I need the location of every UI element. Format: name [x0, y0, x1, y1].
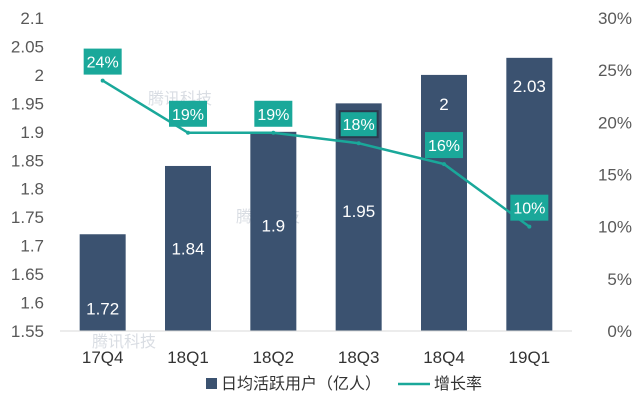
- right-axis-tick-label: 5%: [607, 270, 632, 289]
- bar-data-label: 1.9: [262, 216, 286, 235]
- bar-data-label: 1.84: [171, 239, 204, 258]
- legend: 日均活跃用户（亿人） 增长率: [206, 374, 482, 393]
- left-axis-tick-label: 2.05: [11, 37, 44, 56]
- line-point: [356, 141, 361, 146]
- bar-data-label: 1.72: [86, 300, 119, 319]
- line-point: [271, 130, 276, 135]
- bar: [421, 74, 467, 331]
- left-axis-tick-label: 1.75: [11, 208, 44, 227]
- left-axis-tick-label: 1.85: [11, 151, 44, 170]
- line-data-label: 18%: [343, 117, 375, 134]
- line-data-labels: 24% 19% 19% 18% 16% 10%: [83, 48, 549, 221]
- x-axis: 17Q4 18Q1 18Q2 18Q3 18Q4 19Q1: [60, 330, 572, 367]
- x-axis-tick-label: 18Q3: [338, 348, 380, 367]
- left-axis-tick-label: 2.1: [20, 9, 44, 28]
- line-label-box: [338, 110, 379, 139]
- x-axis-tick-label: 18Q2: [253, 348, 295, 367]
- legend-bar-label: 日均活跃用户（亿人）: [221, 374, 381, 393]
- left-axis-tick-label: 1.6: [20, 294, 44, 313]
- x-axis-tick-label: 18Q1: [167, 348, 209, 367]
- right-axis-tick-label: 0%: [607, 322, 632, 341]
- bar-data-label: 2: [439, 95, 448, 114]
- line-data-label: 10%: [513, 201, 545, 218]
- bar-data-labels: 1.72 1.84 1.9 1.95 2 2.03: [86, 77, 546, 319]
- line-point: [186, 130, 190, 135]
- bar: [250, 131, 297, 331]
- line-data-label: 19%: [172, 107, 204, 124]
- line-point: [442, 162, 446, 167]
- left-axis-tick-label: 1.8: [20, 180, 44, 199]
- line-label-box: [83, 48, 122, 75]
- line-label-box: [425, 132, 463, 159]
- bar-data-label: 2.03: [513, 77, 546, 96]
- right-axis-tick-label: 15%: [598, 166, 632, 185]
- x-axis-tick-label: 17Q4: [82, 348, 124, 367]
- right-axis-tick-label: 10%: [598, 218, 632, 237]
- right-axis-tick-label: 30%: [598, 9, 632, 28]
- bar: [506, 57, 553, 331]
- bar-series: [79, 57, 553, 331]
- line-point: [100, 78, 105, 83]
- line-label-box: [254, 100, 293, 127]
- legend-line-label: 增长率: [434, 374, 482, 393]
- line-point: [527, 224, 532, 229]
- line-data-label: 19%: [257, 107, 289, 124]
- left-y-axis: 2.1 2.05 2 1.95 1.9 1.85 1.8 1.75 1.7 1.65 1.6 1.55: [11, 9, 44, 341]
- left-axis-tick-label: 1.55: [11, 322, 44, 341]
- left-axis-tick-label: 1.9: [20, 123, 44, 142]
- right-y-axis: 30% 25% 20% 15% 10% 5% 0%: [598, 9, 632, 341]
- bar: [79, 234, 126, 331]
- legend-bar-swatch: [206, 378, 217, 389]
- left-axis-tick-label: 1.95: [11, 94, 44, 113]
- bar-data-label: 1.95: [342, 202, 375, 221]
- x-axis-tick-label: 18Q4: [423, 348, 465, 367]
- line-data-label: 24%: [87, 55, 119, 72]
- left-axis-tick-label: 1.7: [20, 237, 44, 256]
- left-axis-tick-label: 2: [35, 66, 44, 85]
- bar: [165, 165, 211, 331]
- line-label-box: [510, 194, 549, 221]
- right-axis-tick-label: 25%: [598, 61, 632, 80]
- watermark-text: 腾讯科技: [92, 332, 156, 351]
- line-label-box: [169, 100, 207, 127]
- right-axis-tick-label: 20%: [598, 113, 632, 132]
- line-data-label: 16%: [428, 138, 460, 155]
- x-axis-tick-label: 19Q1: [509, 348, 551, 367]
- left-axis-tick-label: 1.65: [11, 265, 44, 284]
